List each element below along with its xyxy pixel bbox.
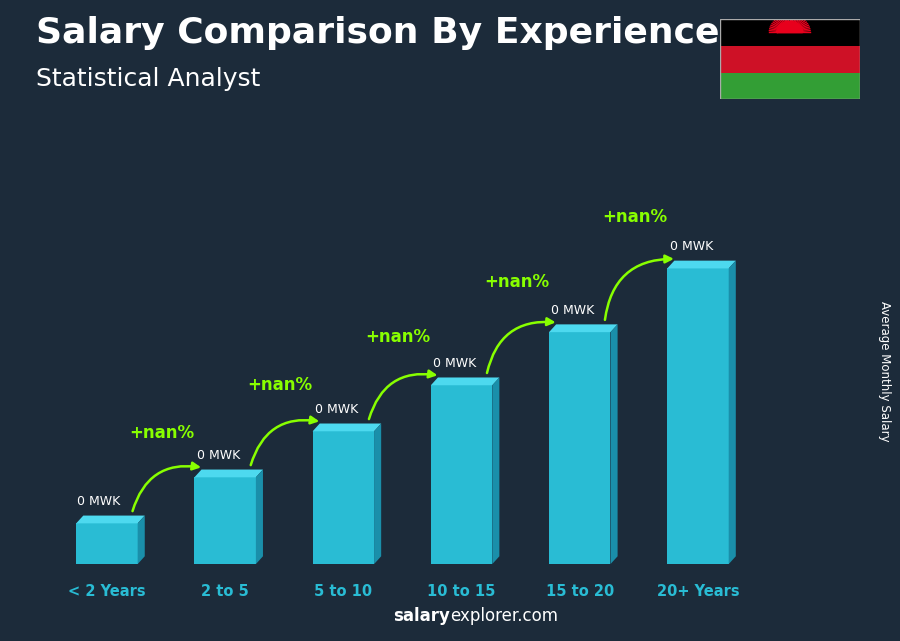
Text: 20+ Years: 20+ Years: [657, 583, 739, 599]
Text: 0 MWK: 0 MWK: [433, 356, 476, 370]
Polygon shape: [610, 324, 617, 564]
Text: 0 MWK: 0 MWK: [77, 495, 121, 508]
Polygon shape: [194, 478, 256, 564]
Text: salary: salary: [393, 607, 450, 625]
Polygon shape: [76, 515, 145, 523]
Text: 0 MWK: 0 MWK: [315, 403, 358, 416]
Text: +nan%: +nan%: [248, 376, 312, 394]
Polygon shape: [138, 515, 145, 564]
Text: 10 to 15: 10 to 15: [428, 583, 496, 599]
Text: +nan%: +nan%: [365, 328, 431, 346]
Polygon shape: [312, 424, 382, 431]
Polygon shape: [729, 261, 736, 564]
Text: +nan%: +nan%: [602, 208, 667, 226]
Text: < 2 Years: < 2 Years: [68, 583, 146, 599]
Polygon shape: [431, 378, 500, 385]
Text: 0 MWK: 0 MWK: [197, 449, 240, 462]
Text: +nan%: +nan%: [130, 424, 194, 442]
Bar: [720, 19, 859, 46]
Polygon shape: [549, 332, 610, 564]
Text: +nan%: +nan%: [484, 274, 549, 292]
Polygon shape: [777, 21, 803, 33]
Polygon shape: [256, 470, 263, 564]
Text: 0 MWK: 0 MWK: [670, 240, 713, 253]
Text: explorer.com: explorer.com: [450, 607, 558, 625]
Polygon shape: [667, 269, 729, 564]
Text: Salary Comparison By Experience: Salary Comparison By Experience: [36, 16, 719, 50]
Polygon shape: [431, 385, 492, 564]
Polygon shape: [194, 470, 263, 478]
Polygon shape: [549, 324, 617, 332]
Polygon shape: [667, 261, 736, 269]
Polygon shape: [492, 378, 500, 564]
Bar: [720, 72, 859, 99]
Text: 15 to 20: 15 to 20: [545, 583, 614, 599]
Polygon shape: [312, 431, 374, 564]
Text: 0 MWK: 0 MWK: [552, 304, 595, 317]
Bar: [720, 46, 859, 72]
Polygon shape: [374, 424, 382, 564]
Text: Average Monthly Salary: Average Monthly Salary: [878, 301, 890, 442]
Polygon shape: [76, 523, 138, 564]
Text: Statistical Analyst: Statistical Analyst: [36, 67, 260, 91]
Text: 2 to 5: 2 to 5: [202, 583, 249, 599]
Text: 5 to 10: 5 to 10: [314, 583, 373, 599]
